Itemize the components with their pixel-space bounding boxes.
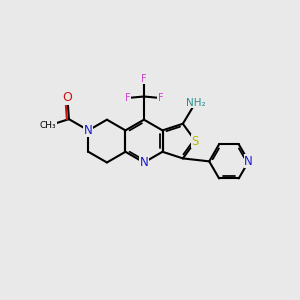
Text: N: N [84, 124, 93, 137]
Text: F: F [141, 74, 147, 84]
Text: O: O [62, 91, 72, 104]
Text: F: F [158, 93, 163, 103]
Text: NH₂: NH₂ [185, 98, 205, 108]
Text: CH₃: CH₃ [40, 121, 56, 130]
Text: N: N [244, 155, 253, 168]
Text: S: S [192, 135, 199, 148]
Text: F: F [125, 93, 130, 103]
Text: N: N [140, 156, 148, 169]
